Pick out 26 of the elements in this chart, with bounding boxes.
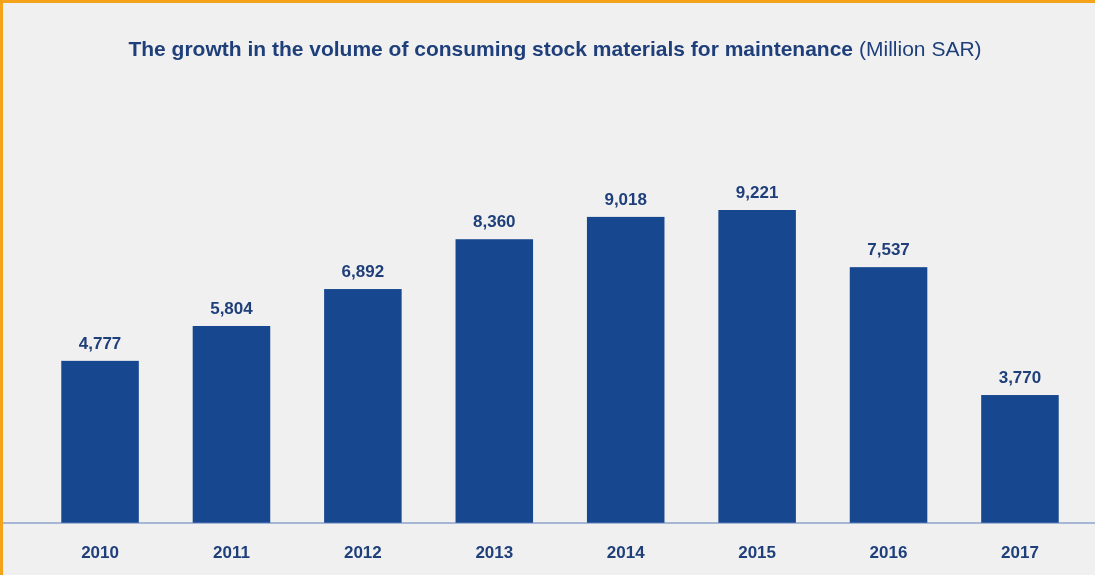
chart-subtitle: (Million SAR): [859, 37, 982, 60]
data-label: 3,770: [998, 368, 1042, 388]
chart-title: The growth in the volume of consuming stock materials for maintenance: [128, 37, 854, 60]
bar: [586, 216, 665, 523]
data-label: 8,360: [473, 212, 516, 232]
bar: [61, 360, 139, 523]
data-label: 6,892: [341, 262, 385, 282]
bar: [981, 395, 1059, 523]
bar: [849, 267, 928, 523]
x-tick-label: 2013: [475, 543, 514, 562]
x-tick-label: 2014: [606, 543, 646, 562]
bar: [718, 210, 796, 523]
data-label: 4,777: [78, 333, 122, 353]
data-label: 5,804: [210, 298, 254, 318]
data-label: 9,018: [604, 189, 647, 209]
x-tick-label: 2017: [1001, 543, 1039, 562]
bar: [192, 325, 271, 523]
data-label: 7,537: [867, 240, 910, 260]
x-tick-label: 2010: [81, 543, 119, 562]
x-tick-label: 2016: [869, 543, 908, 562]
x-tick-label: 2012: [343, 543, 382, 562]
data-label: 9,221: [735, 183, 779, 202]
x-tick-label: 2011: [213, 543, 250, 562]
bar: [455, 239, 534, 523]
bar: [324, 289, 402, 523]
x-tick-label: 2015: [738, 543, 777, 562]
